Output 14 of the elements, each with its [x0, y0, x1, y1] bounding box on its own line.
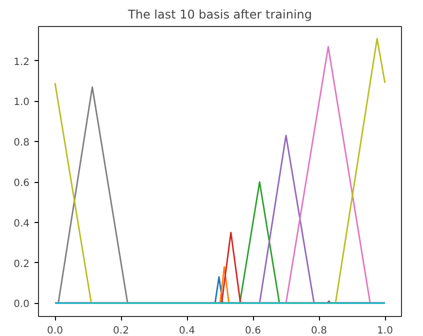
chart-title: The last 10 basis after training [127, 8, 312, 22]
x-tick-label: 0.2 [113, 326, 129, 336]
y-tick-label: 1.0 [14, 97, 30, 108]
y-tick-label: 1.2 [14, 56, 30, 68]
x-tick-label: 1.0 [377, 326, 393, 336]
x-tick-label: 0.4 [179, 326, 195, 336]
x-tick-label: 0.8 [311, 326, 327, 336]
x-tick-label: 0.6 [245, 326, 261, 336]
x-tick-label: 0.0 [47, 326, 63, 336]
y-tick-label: 0.8 [14, 138, 30, 149]
y-tick-label: 0.2 [14, 258, 30, 270]
y-tick-label: 0.0 [14, 299, 30, 310]
y-tick-label: 0.4 [14, 218, 30, 230]
y-tick-label: 0.6 [14, 178, 30, 189]
